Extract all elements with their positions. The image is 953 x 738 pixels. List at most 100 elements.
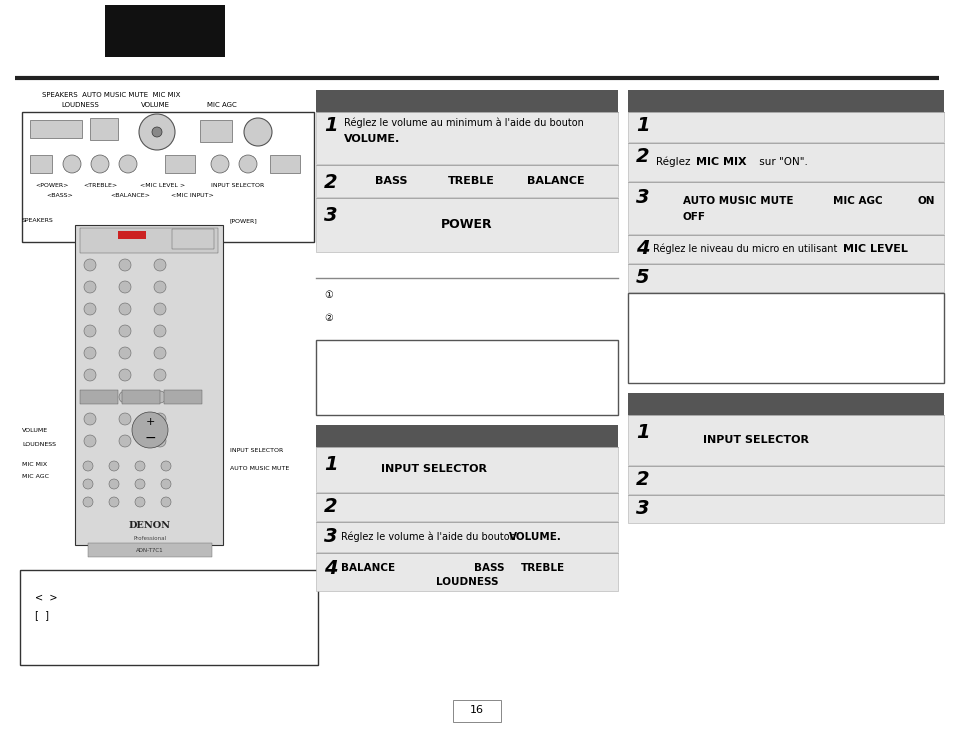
Text: AUTO MUSIC MUTE: AUTO MUSIC MUTE [682, 196, 793, 206]
Bar [80, 390, 118, 404]
Text: <  >: < > [35, 593, 57, 603]
Circle shape [211, 155, 229, 173]
Text: 3: 3 [636, 499, 649, 518]
Text: <TREBLE>: <TREBLE> [83, 183, 117, 188]
Bar [20, 570, 317, 665]
Bar [627, 393, 943, 415]
Bar [30, 155, 52, 173]
Circle shape [84, 303, 96, 315]
Text: 2: 2 [324, 497, 337, 516]
Circle shape [84, 281, 96, 293]
Circle shape [63, 155, 81, 173]
Text: 16: 16 [470, 705, 483, 715]
Text: 4: 4 [636, 239, 649, 258]
Circle shape [153, 435, 166, 447]
Circle shape [91, 155, 109, 173]
Circle shape [153, 347, 166, 359]
Circle shape [135, 479, 145, 489]
Text: INPUT SELECTOR: INPUT SELECTOR [702, 435, 808, 445]
Circle shape [109, 461, 119, 471]
Text: BASS: BASS [474, 563, 504, 573]
Circle shape [119, 303, 131, 315]
Text: MIC AGC: MIC AGC [22, 475, 49, 480]
Circle shape [132, 412, 168, 448]
Bar [453, 700, 500, 722]
Circle shape [119, 155, 137, 173]
Text: VOLUME.: VOLUME. [509, 532, 561, 542]
Bar [315, 112, 618, 164]
Text: 3: 3 [636, 188, 649, 207]
Circle shape [119, 369, 131, 381]
Bar [30, 120, 82, 138]
Text: MIC LEVEL: MIC LEVEL [842, 244, 907, 254]
Text: MIC MIX: MIC MIX [22, 463, 47, 467]
Circle shape [109, 479, 119, 489]
Text: Réglez le volume au minimum à l'aide du bouton: Réglez le volume au minimum à l'aide du … [344, 118, 583, 128]
Text: 4: 4 [324, 559, 337, 578]
Circle shape [153, 259, 166, 271]
Text: 5: 5 [636, 268, 649, 287]
Text: BASS: BASS [375, 176, 407, 186]
Text: 2: 2 [636, 470, 649, 489]
Bar [164, 390, 202, 404]
Bar [122, 390, 160, 404]
Circle shape [119, 435, 131, 447]
Text: AUTO MUSIC MUTE: AUTO MUSIC MUTE [230, 466, 289, 471]
Text: <MIC INPUT>: <MIC INPUT> [171, 193, 213, 198]
Text: 1: 1 [324, 116, 337, 135]
Circle shape [84, 325, 96, 337]
Circle shape [83, 497, 92, 507]
Text: OFF: OFF [682, 212, 705, 222]
Circle shape [161, 461, 171, 471]
Text: <POWER>: <POWER> [35, 183, 69, 188]
Bar [315, 553, 618, 591]
Circle shape [161, 479, 171, 489]
Text: Réglez le volume à l'aide du bouton: Réglez le volume à l'aide du bouton [340, 532, 518, 542]
Circle shape [119, 281, 131, 293]
Bar [627, 90, 943, 112]
Text: POWER: POWER [440, 218, 493, 232]
Text: Professional: Professional [133, 536, 167, 540]
Circle shape [84, 435, 96, 447]
Circle shape [84, 259, 96, 271]
Bar [627, 264, 943, 292]
Text: +: + [145, 417, 154, 427]
Circle shape [83, 461, 92, 471]
Text: ②: ② [324, 313, 333, 323]
Circle shape [152, 127, 162, 137]
Circle shape [84, 391, 96, 403]
Text: MIC AGC: MIC AGC [832, 196, 882, 206]
Bar [88, 543, 212, 557]
Bar [80, 228, 218, 253]
Circle shape [119, 391, 131, 403]
Bar [172, 229, 213, 249]
Bar [315, 90, 618, 112]
Bar [627, 112, 943, 142]
Circle shape [109, 497, 119, 507]
Circle shape [84, 347, 96, 359]
Bar [627, 495, 943, 523]
Bar [315, 522, 618, 552]
Bar [627, 143, 943, 181]
Text: <BALANCE>: <BALANCE> [110, 193, 150, 198]
Text: 2: 2 [636, 147, 649, 166]
Text: LOUDNESS: LOUDNESS [61, 102, 99, 108]
Text: ①: ① [324, 290, 333, 300]
Bar [627, 415, 943, 465]
Text: 1: 1 [636, 116, 649, 135]
Text: Réglez le niveau du micro en utilisant: Réglez le niveau du micro en utilisant [652, 244, 837, 255]
Circle shape [161, 497, 171, 507]
Text: INPUT SELECTOR: INPUT SELECTOR [230, 447, 283, 452]
Text: BALANCE: BALANCE [340, 563, 395, 573]
Bar [315, 165, 618, 197]
Text: LOUDNESS: LOUDNESS [22, 441, 56, 446]
Circle shape [153, 303, 166, 315]
Text: <BASS>: <BASS> [47, 193, 73, 198]
Circle shape [119, 413, 131, 425]
Circle shape [84, 413, 96, 425]
Text: VOLUME: VOLUME [22, 427, 48, 432]
Text: [POWER]: [POWER] [230, 218, 257, 223]
Bar [315, 198, 618, 252]
Text: MIC AGC: MIC AGC [207, 102, 236, 108]
Bar [105, 5, 225, 57]
